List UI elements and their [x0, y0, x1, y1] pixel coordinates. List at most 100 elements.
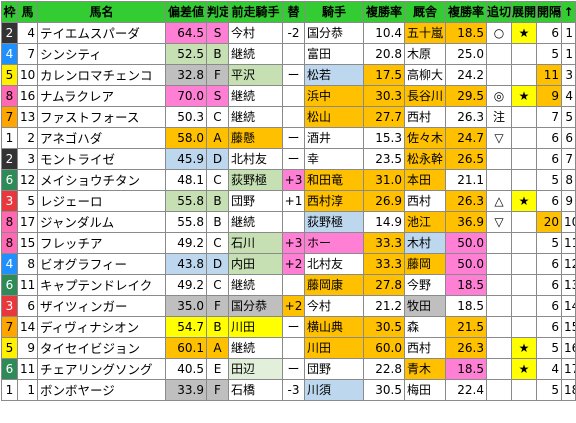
jockey-rate-cell: 60.0: [363, 337, 405, 359]
jockey-rate-cell: 30.5: [363, 316, 405, 338]
kae-cell: ー: [282, 64, 305, 86]
prev-jockey-cell: 継続: [228, 274, 283, 296]
stable-rate-cell: 22.4: [445, 379, 487, 401]
header-col-stable[interactable]: 厩舎: [404, 1, 446, 23]
table-row[interactable]: 1 2 アネゴハダ 58.0 A 藤懸ー酒井 15.3 佐々木 24.7 ▽ 6 6: [1, 127, 576, 149]
hantei-cell: B: [206, 211, 229, 233]
header-col-last[interactable]: ↑: [561, 1, 576, 23]
kae-cell: ー: [282, 127, 305, 149]
jockey-rate-cell: 23.5: [363, 148, 405, 170]
jockey-rate-cell: 22.8: [363, 358, 405, 380]
horse-name-cell: テイエムスパーダ: [37, 22, 166, 44]
stable-rate-cell: 18.5: [445, 22, 487, 44]
table-row[interactable]: 8 16 ナムラクレア 70.0 S 継続 浜中 30.3 長谷川 29.5 ◎ ★ 9 4: [1, 85, 576, 107]
tenkai-cell: [511, 43, 537, 65]
jockey-cell: 横山典: [304, 316, 364, 338]
prev-jockey-cell: 団野: [228, 190, 283, 212]
stable-rate-cell: 21.1: [445, 169, 487, 191]
oikiri-cell: [486, 358, 512, 380]
header-col-name[interactable]: 馬名: [37, 1, 166, 23]
oikiri-cell: [486, 379, 512, 401]
horse-name-cell: ファストフォース: [37, 106, 166, 128]
table-row[interactable]: 7 13 ファストフォース 50.3 C 継続 松山 27.7 西村 26.3 注 7 5: [1, 106, 576, 128]
table-body: 2 4 テイエムスパーダ 64.5 S 今村 -2 国分恭 10.4 五十嵐 18.5 ○ ★ 6 1 4 7 シ…: [1, 22, 576, 401]
hensachi-cell: 54.7: [165, 316, 207, 338]
stable-rate-cell: 26.3: [445, 106, 487, 128]
stable-rate-cell: 50.0: [445, 253, 487, 275]
oikiri-cell: [486, 295, 512, 317]
oikiri-cell: ○: [486, 22, 512, 44]
header-col-tenkai[interactable]: 展開: [511, 1, 537, 23]
hensachi-cell: 58.0: [165, 127, 207, 149]
tenkai-cell: [511, 211, 537, 233]
horse-name-cell: ジャンダルム: [37, 211, 166, 233]
waku-cell: 7: [1, 106, 18, 128]
tenkai-cell: ★: [511, 22, 537, 44]
header-col-stable-rate[interactable]: 複勝率: [445, 1, 487, 23]
tenkai-cell: ★: [511, 85, 537, 107]
horse-name-cell: メイショウチタン: [37, 169, 166, 191]
umaban-cell: 7: [17, 43, 38, 65]
header-col-jockey-rate[interactable]: 複勝率: [363, 1, 405, 23]
stable-rate-cell: 26.3: [445, 337, 487, 359]
table-row[interactable]: 3 5 レジェーロ 55.8 B 団野 +1 西村淳 26.9 西村 26.3 △ ★ 6 9: [1, 190, 576, 212]
last-cell: 6: [561, 127, 576, 149]
tenkai-cell: [511, 295, 537, 317]
umaban-cell: 14: [17, 316, 38, 338]
stable-cell: 佐々木: [404, 127, 446, 149]
stable-cell: 今野: [404, 274, 446, 296]
stable-cell: 木村: [404, 232, 446, 254]
kankaku-cell: 5: [536, 169, 562, 191]
umaban-cell: 4: [17, 22, 38, 44]
kae-cell: -2: [282, 22, 305, 44]
header-col-kae[interactable]: 替: [282, 1, 305, 23]
stable-rate-cell: 26.5: [445, 148, 487, 170]
hantei-cell: A: [206, 337, 229, 359]
oikiri-cell: △: [486, 190, 512, 212]
header-col-kankaku[interactable]: 開隔: [536, 1, 562, 23]
jockey-rate-cell: 15.3: [363, 127, 405, 149]
horse-name-cell: ディヴィナシオン: [37, 316, 166, 338]
header-col-hantei[interactable]: 判定: [206, 1, 229, 23]
waku-cell: 1: [1, 127, 18, 149]
stable-cell: 牧田: [404, 295, 446, 317]
tenkai-cell: ★: [511, 190, 537, 212]
tenkai-cell: ★: [511, 358, 537, 380]
waku-cell: 5: [1, 64, 18, 86]
table-row[interactable]: 2 4 テイエムスパーダ 64.5 S 今村 -2 国分恭 10.4 五十嵐 18.5 ○ ★ 6 1: [1, 22, 576, 44]
oikiri-cell: ▽: [486, 211, 512, 233]
jockey-cell: 松若: [304, 64, 364, 86]
jockey-rate-cell: 10.4: [363, 22, 405, 44]
header-col-hensachi[interactable]: 偏差値: [165, 1, 207, 23]
table-row[interactable]: 5 10 カレンロマチェンコ 32.8 F 平沢ー松若 17.5 高柳大 24.2 11 3: [1, 64, 576, 86]
horse-name-cell: ビオグラフィー: [37, 253, 166, 275]
kae-cell: -3: [282, 379, 305, 401]
last-cell: 13: [561, 274, 576, 296]
header-col-jockey[interactable]: 騎手: [304, 1, 364, 23]
jockey-cell: 松山: [304, 106, 364, 128]
table-row[interactable]: 2 3 モントライゼ 45.9 D 北村友ー幸 23.5 松永幹 26.5 6 7: [1, 148, 576, 170]
header-col-oikiri[interactable]: 追切: [486, 1, 512, 23]
oikiri-cell: [486, 232, 512, 254]
header-col-prev-jockey[interactable]: 前走騎手: [228, 1, 283, 23]
header-col-waku[interactable]: 枠: [1, 1, 18, 23]
kankaku-cell: 6: [536, 316, 562, 338]
umaban-cell: 11: [17, 358, 38, 380]
umaban-cell: 10: [17, 64, 38, 86]
prev-jockey-cell: 藤懸: [228, 127, 283, 149]
table-row[interactable]: 6 12 メイショウチタン 48.1 C 荻野極 +3 和田竜 31.0 本田 21.1 5 8: [1, 169, 576, 191]
header-col-umaban[interactable]: 馬: [17, 1, 38, 23]
tenkai-cell: [511, 379, 537, 401]
table-row[interactable]: 4 7 シンシティ 52.5 B 継続 富田 20.8 木原 25.0 5 1: [1, 43, 576, 65]
hensachi-cell: 55.8: [165, 190, 207, 212]
jockey-cell: 川田: [304, 337, 364, 359]
